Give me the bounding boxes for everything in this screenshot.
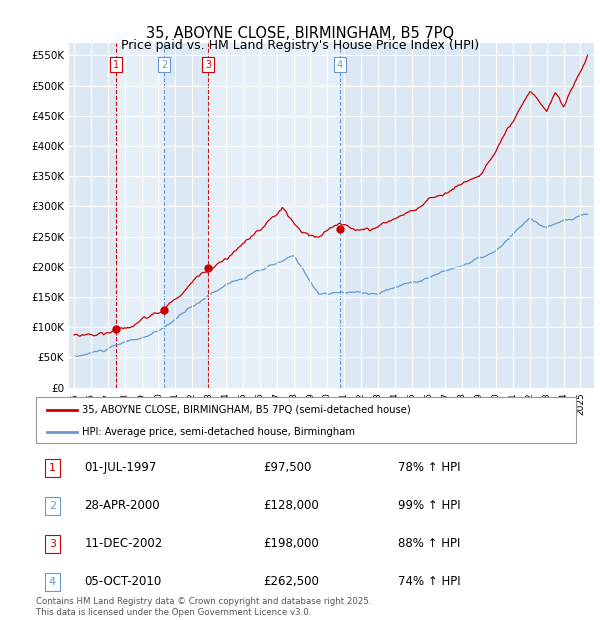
FancyBboxPatch shape (36, 397, 576, 443)
Bar (116, 43, 164, 388)
Bar (208, 43, 340, 388)
Text: 35, ABOYNE CLOSE, BIRMINGHAM, B5 7PQ: 35, ABOYNE CLOSE, BIRMINGHAM, B5 7PQ (146, 26, 454, 41)
Text: 4: 4 (49, 577, 56, 587)
Text: 3: 3 (205, 60, 211, 69)
Text: £97,500: £97,500 (263, 461, 311, 474)
Text: Contains HM Land Registry data © Crown copyright and database right 2025.
This d: Contains HM Land Registry data © Crown c… (36, 598, 371, 617)
Text: 01-JUL-1997: 01-JUL-1997 (85, 461, 157, 474)
Text: 2: 2 (161, 60, 167, 69)
Text: HPI: Average price, semi-detached house, Birmingham: HPI: Average price, semi-detached house,… (82, 427, 355, 436)
Text: 1: 1 (113, 60, 119, 69)
Text: £128,000: £128,000 (263, 499, 319, 512)
Text: 88% ↑ HPI: 88% ↑ HPI (398, 537, 460, 550)
Text: 78% ↑ HPI: 78% ↑ HPI (398, 461, 460, 474)
Text: 28-APR-2000: 28-APR-2000 (85, 499, 160, 512)
Text: 35, ABOYNE CLOSE, BIRMINGHAM, B5 7PQ (semi-detached house): 35, ABOYNE CLOSE, BIRMINGHAM, B5 7PQ (se… (82, 405, 410, 415)
Text: 05-OCT-2010: 05-OCT-2010 (85, 575, 162, 588)
Text: Price paid vs. HM Land Registry's House Price Index (HPI): Price paid vs. HM Land Registry's House … (121, 39, 479, 52)
Text: £262,500: £262,500 (263, 575, 319, 588)
Text: 11-DEC-2002: 11-DEC-2002 (85, 537, 163, 550)
Text: 99% ↑ HPI: 99% ↑ HPI (398, 499, 460, 512)
Text: £198,000: £198,000 (263, 537, 319, 550)
Text: 4: 4 (337, 60, 343, 69)
Text: 2: 2 (49, 501, 56, 511)
Text: 3: 3 (49, 539, 56, 549)
Text: 74% ↑ HPI: 74% ↑ HPI (398, 575, 460, 588)
Text: 1: 1 (49, 463, 56, 472)
